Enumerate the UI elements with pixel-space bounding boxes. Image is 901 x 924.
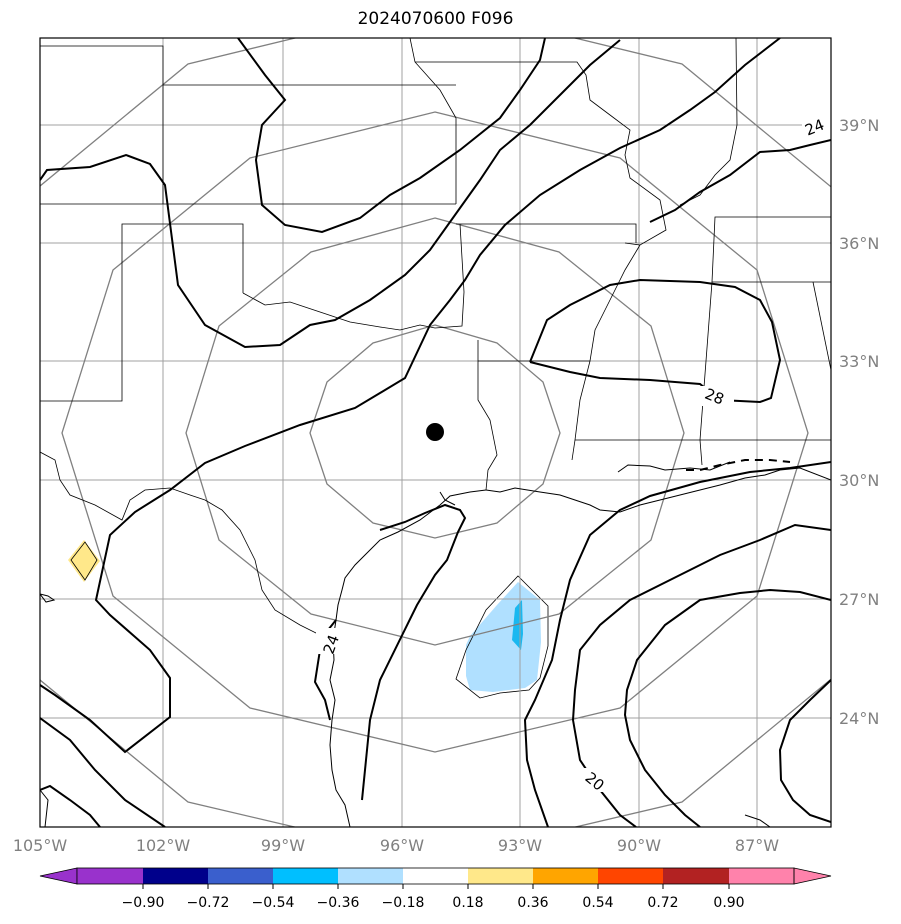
contour-28 — [529, 278, 782, 404]
range-rings — [40, 38, 831, 827]
contour-southeast — [778, 679, 831, 823]
colorbar-segment — [468, 868, 533, 884]
storm-center-marker — [426, 423, 444, 441]
lon-label: 87°W — [735, 836, 779, 855]
colorbar-segment — [338, 868, 403, 884]
contour-south-sw — [40, 784, 101, 827]
latitude-labels: 39°N 36°N 33°N 30°N 27°N 24°N — [839, 116, 879, 728]
contour-northwest — [40, 39, 621, 349]
positive-anomaly-region — [68, 540, 100, 582]
contour-20-outer — [523, 461, 831, 827]
contour-north-loop — [237, 38, 546, 234]
contour-dashed — [686, 459, 791, 471]
colorbar-tick-label: −0.18 — [382, 895, 425, 911]
colorbar-segment — [273, 868, 338, 884]
colorbar-tick-label: 0.18 — [452, 895, 483, 911]
colorbar-tick-label: −0.54 — [252, 895, 295, 911]
range-ring-2 — [185, 217, 685, 646]
contour-label-28: 28 — [702, 385, 726, 409]
colorbar-segment — [598, 868, 663, 884]
colorbar-tick-label: 0.54 — [582, 895, 613, 911]
colorbar-tick-label: −0.36 — [317, 895, 360, 911]
lat-label: 36°N — [839, 234, 879, 253]
contour-24-upper — [649, 139, 831, 223]
colorbar-tick-label: 0.72 — [647, 895, 678, 911]
colorbar-segment — [729, 868, 794, 884]
map-title: 2024070600 F096 — [357, 9, 514, 29]
map-frame — [39, 37, 832, 828]
colorbar-tick-label: 0.36 — [517, 895, 548, 911]
anomaly-outline — [455, 575, 549, 699]
colorbar-tick-label: 0.90 — [713, 895, 744, 911]
colorbar-tick-label: −0.90 — [122, 895, 165, 911]
contour-label-24-upper: 24 — [802, 116, 826, 140]
range-ring-4 — [40, 38, 831, 827]
colorbar: −0.90 −0.72 −0.54 −0.36 −0.18 0.18 0.36 … — [39, 867, 832, 911]
colorbar-extend-high — [793, 867, 832, 885]
range-ring-1 — [309, 324, 561, 539]
lat-label: 39°N — [839, 116, 879, 135]
contour-20-inner — [623, 588, 831, 827]
lat-label: 33°N — [839, 352, 879, 371]
colorbar-segment — [403, 868, 468, 884]
contour-coastal — [361, 503, 467, 801]
political-borders — [40, 38, 831, 641]
colorbar-segment — [663, 868, 729, 884]
lon-label: 93°W — [498, 836, 542, 855]
contour-24 — [40, 38, 781, 754]
colorbar-segment — [533, 868, 598, 884]
lon-label: 99°W — [261, 836, 305, 855]
lat-label: 27°N — [839, 590, 879, 609]
lat-label: 24°N — [839, 709, 879, 728]
lon-label: 102°W — [136, 836, 191, 855]
colorbar-extend-low — [39, 867, 78, 885]
range-ring-3 — [61, 111, 809, 753]
anomaly-shading — [68, 540, 549, 699]
longitude-labels: 105°W 102°W 99°W 96°W 93°W 90°W 87°W — [13, 836, 779, 855]
contour-south-west — [40, 717, 166, 827]
lon-label: 96°W — [380, 836, 424, 855]
lat-label: 30°N — [839, 471, 879, 490]
colorbar-segment — [77, 868, 143, 884]
contour-lines — [40, 38, 831, 827]
lon-label: 90°W — [617, 836, 661, 855]
colorbar-tick-label: −0.72 — [187, 895, 230, 911]
colorbar-segment — [143, 868, 208, 884]
contour-label-24-west: 24 — [320, 632, 343, 656]
lon-label: 105°W — [13, 836, 68, 855]
colorbar-segment — [208, 868, 273, 884]
coastlines — [40, 461, 831, 827]
